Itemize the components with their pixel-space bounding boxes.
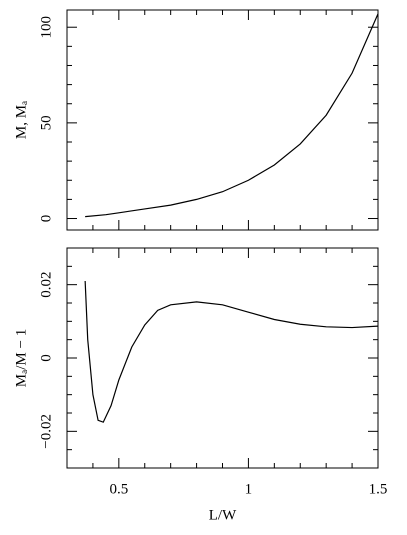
x-tick-label: 0.5 [109, 481, 128, 497]
y-tick-label: −0.02 [38, 414, 54, 449]
y-tick-label: 50 [38, 115, 54, 130]
data-line [84, 280, 379, 423]
y-tick-label: 0 [38, 215, 54, 223]
y-axis-label: Mₐ/M − 1 [13, 329, 29, 387]
plot-frame [66, 247, 379, 469]
x-tick-label: 1.5 [369, 481, 388, 497]
y-tick-label: 0 [38, 354, 54, 362]
y-tick-label: 100 [38, 16, 54, 39]
y-tick-label: 0.02 [38, 272, 54, 298]
y-axis-label: M, Mₐ [13, 101, 29, 139]
x-axis-label: L/W [209, 507, 237, 523]
x-tick-label: 1 [245, 481, 253, 497]
data-line [85, 13, 379, 218]
plot-frame [66, 9, 379, 231]
